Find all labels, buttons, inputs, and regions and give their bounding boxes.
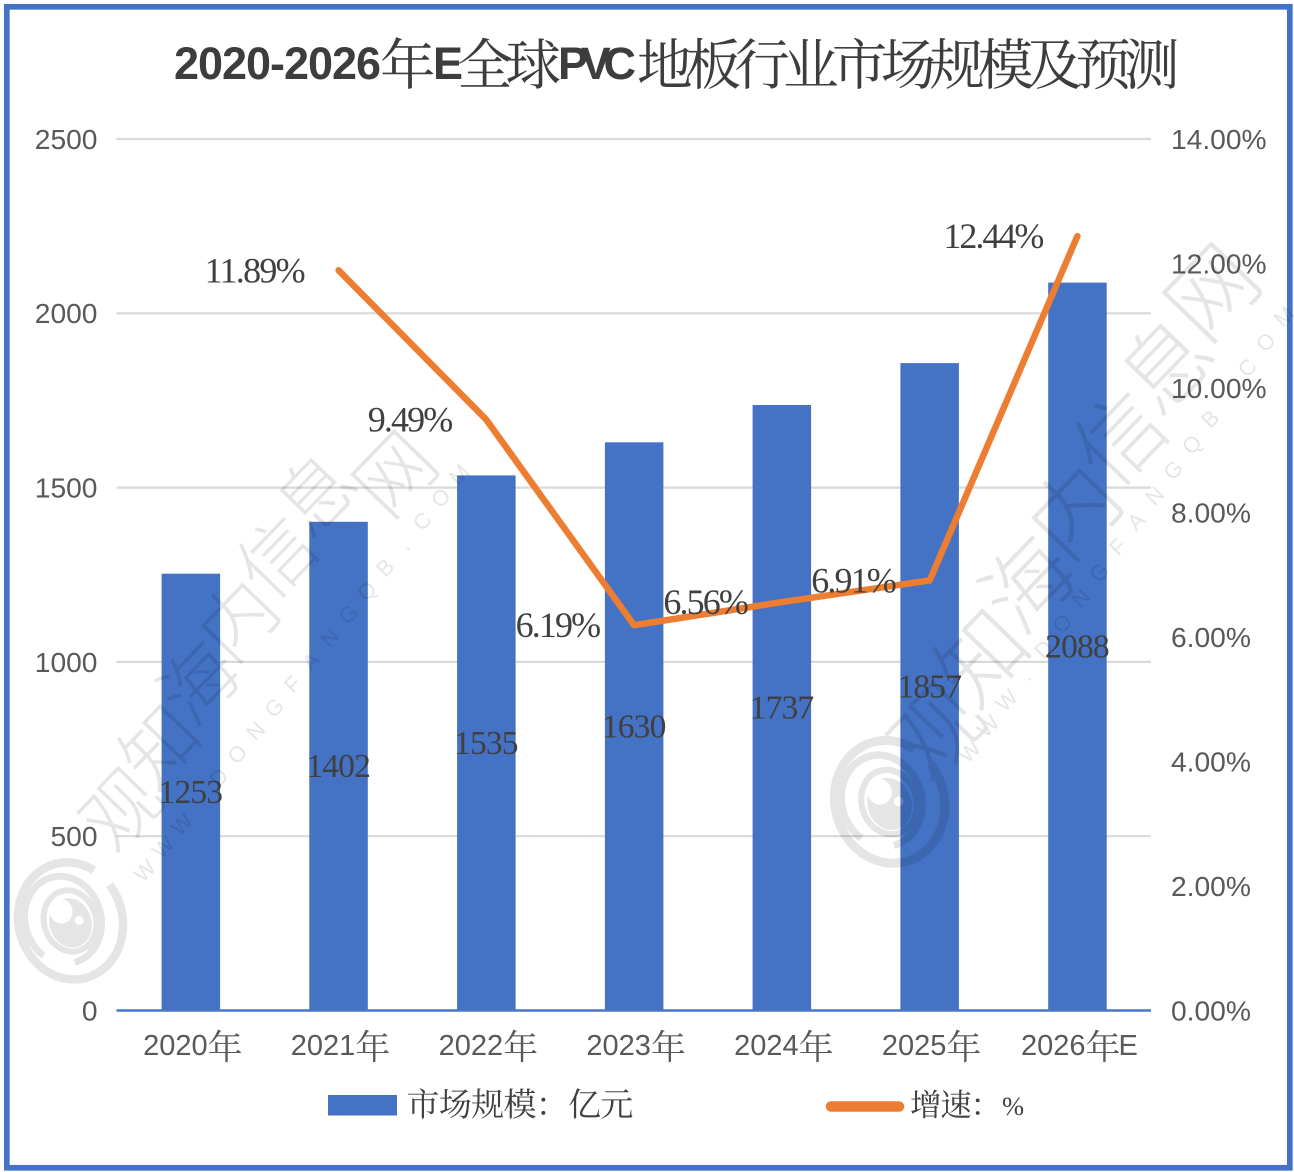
svg-text:2021: 2021 [291, 1030, 356, 1062]
svg-text:N: N [241, 716, 270, 745]
svg-text:2025: 2025 [882, 1030, 947, 1062]
svg-text:1000: 1000 [35, 646, 98, 678]
svg-text:2023: 2023 [586, 1030, 651, 1062]
svg-text:2088: 2088 [1045, 629, 1110, 666]
svg-text:6.91%: 6.91% [811, 560, 897, 600]
svg-text:2020-2026: 2020-2026 [174, 38, 381, 89]
svg-text:N: N [1140, 481, 1169, 510]
svg-text:G: G [1158, 455, 1188, 485]
svg-text:1402: 1402 [306, 748, 371, 785]
svg-text:2020: 2020 [143, 1030, 208, 1062]
svg-text:9.49%: 9.49% [368, 400, 454, 440]
svg-text:Q: Q [1177, 430, 1207, 460]
svg-text:0: 0 [82, 994, 98, 1026]
svg-text:2026: 2026 [1021, 1030, 1086, 1062]
svg-text:6.00%: 6.00% [1171, 621, 1251, 653]
svg-text:PVC: PVC [558, 38, 636, 89]
svg-text:1630: 1630 [602, 708, 667, 745]
svg-text:1500: 1500 [35, 472, 98, 504]
svg-text:F: F [279, 671, 306, 698]
svg-text:6.56%: 6.56% [663, 582, 749, 622]
svg-text:2024: 2024 [734, 1030, 799, 1062]
svg-text:.: . [1014, 664, 1036, 686]
svg-text:G: G [259, 693, 289, 723]
svg-text:2500: 2500 [35, 123, 98, 155]
svg-text:F: F [1104, 533, 1131, 560]
svg-text:1535: 1535 [454, 725, 519, 762]
svg-text:6.19%: 6.19% [516, 605, 602, 645]
svg-text:W: W [991, 684, 1024, 717]
svg-text:E: E [433, 38, 463, 89]
svg-text:B: B [371, 554, 399, 582]
svg-text:E: E [1119, 1030, 1138, 1062]
svg-text:2000: 2000 [35, 297, 98, 329]
svg-text:8.00%: 8.00% [1171, 496, 1251, 528]
svg-text:O: O [1251, 327, 1281, 357]
svg-text:12.44%: 12.44% [943, 216, 1044, 256]
svg-text:A: A [1122, 507, 1150, 535]
svg-text:%: % [1002, 1091, 1024, 1121]
svg-text:B: B [1196, 405, 1224, 433]
svg-text:1253: 1253 [159, 774, 224, 811]
svg-text:1737: 1737 [750, 690, 815, 727]
svg-text:2.00%: 2.00% [1171, 870, 1251, 902]
svg-text:11.89%: 11.89% [205, 250, 306, 290]
svg-text:14.00%: 14.00% [1171, 123, 1267, 155]
svg-text:4.00%: 4.00% [1171, 745, 1251, 777]
svg-text:500: 500 [50, 820, 97, 852]
svg-text:W: W [129, 854, 162, 887]
svg-text:0.00%: 0.00% [1171, 994, 1251, 1026]
svg-text:2022: 2022 [439, 1030, 504, 1062]
svg-text:O: O [222, 739, 252, 769]
svg-text:C: C [408, 507, 437, 536]
svg-text:.: . [393, 533, 415, 555]
